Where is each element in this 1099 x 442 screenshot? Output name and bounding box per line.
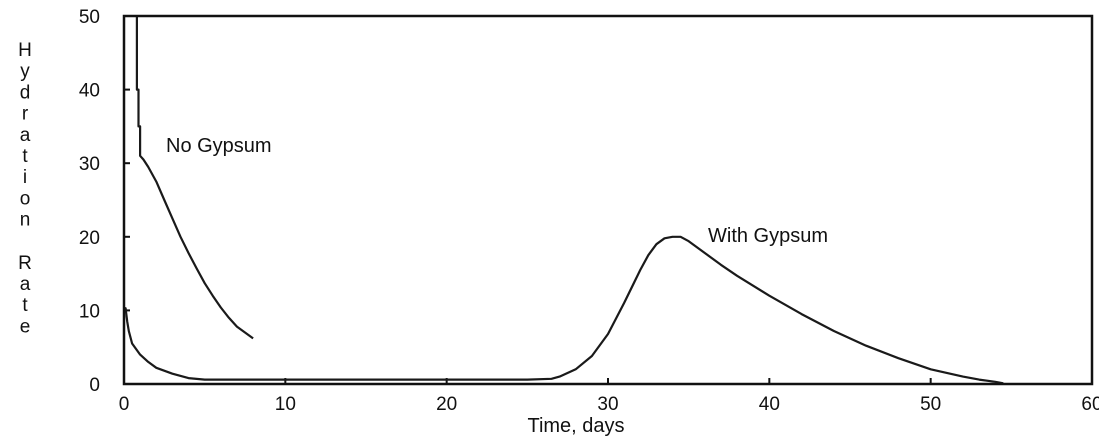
annotation-with-gypsum: With Gypsum [708,225,828,247]
x-tick-label-0: 0 [119,394,130,415]
plot-frame [122,14,1094,386]
y-tick-label-4: 40 [79,81,100,102]
x-tick-label-3: 30 [597,394,618,415]
x-axis-label: Time, days [527,415,624,437]
y-tick-label-3: 30 [79,154,100,175]
x-axis-ticks: 0 10 20 30 40 50 60 [119,378,1099,415]
x-tick-label-4: 40 [759,394,780,415]
y-tick-label-0: 0 [89,375,100,396]
y-tick-label-1: 10 [79,301,100,322]
plot-curves [124,16,1004,385]
x-tick-label-1: 10 [275,394,296,415]
series-line-with-gypsum [124,235,1004,385]
y-tick-label-2: 20 [79,228,100,249]
y-tick-label-5: 50 [79,7,100,28]
y-axis-ticks: 0 10 20 30 40 50 [79,7,130,396]
x-tick-label-2: 20 [436,394,457,415]
x-tick-label-5: 50 [920,394,941,415]
x-tick-label-6: 60 [1081,394,1099,415]
annotation-no-gypsum: No Gypsum [166,135,272,157]
series-line-no-gypsum [135,16,254,340]
